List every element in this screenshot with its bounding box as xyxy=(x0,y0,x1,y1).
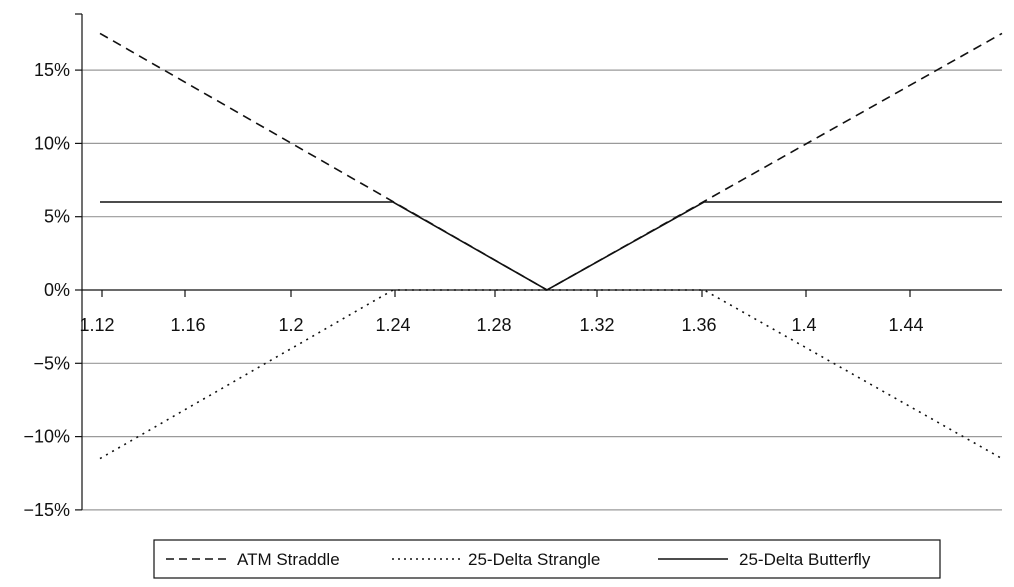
legend-label-25-delta-strangle: 25-Delta Strangle xyxy=(468,550,600,569)
axes xyxy=(75,13,1002,511)
x-tick-label: 1.12 xyxy=(79,315,114,335)
y-tick-label: −15% xyxy=(23,500,70,520)
series-line-25-delta-butterfly xyxy=(100,201,1002,291)
y-tick-label: −5% xyxy=(33,353,70,373)
x-tick-label: 1.32 xyxy=(579,315,614,335)
y-tick-label: −10% xyxy=(23,427,70,447)
plot-area xyxy=(99,32,1003,460)
x-tick-label: 1.2 xyxy=(278,315,303,335)
legend-label-atm-straddle: ATM Straddle xyxy=(237,550,340,569)
legend-label-25-delta-butterfly: 25-Delta Butterfly xyxy=(739,550,871,569)
x-tick-label: 1.44 xyxy=(888,315,923,335)
x-tick-label: 1.16 xyxy=(170,315,205,335)
x-tick-label: 1.4 xyxy=(791,315,816,335)
y-tick-label: 10% xyxy=(34,133,70,153)
x-tick-labels: 1.12 1.16 1.2 1.24 1.28 1.32 1.36 1.4 1.44 xyxy=(79,315,923,335)
x-tick-label: 1.36 xyxy=(681,315,716,335)
series-line-25-delta-strangle xyxy=(99,289,1003,460)
y-tick-label: 5% xyxy=(44,207,70,227)
series-line-atm-straddle xyxy=(99,32,1003,291)
y-tick-label: 15% xyxy=(34,60,70,80)
legend-box xyxy=(153,539,941,579)
x-tick-label: 1.28 xyxy=(476,315,511,335)
y-tick-label: 0% xyxy=(44,280,70,300)
grid-lines xyxy=(82,69,1002,511)
x-tick-label: 1.24 xyxy=(375,315,410,335)
y-tick-labels: 15% 10% 5% 0% −5% −10% −15% xyxy=(23,60,70,520)
legend: ATM Straddle 25-Delta Strangle 25-Delta … xyxy=(153,539,941,579)
